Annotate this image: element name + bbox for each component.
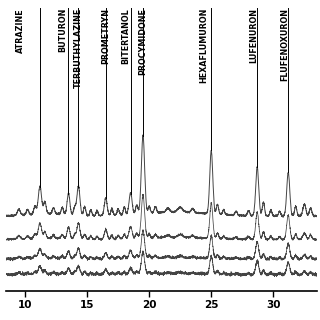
- Text: HEXAFLUMURON: HEXAFLUMURON: [199, 8, 208, 84]
- Text: BUTURON: BUTURON: [58, 8, 67, 52]
- Text: PROCYMIDONE: PROCYMIDONE: [139, 8, 148, 75]
- Text: LUFENURON: LUFENURON: [249, 8, 258, 63]
- Text: BITERTANOL: BITERTANOL: [121, 8, 130, 64]
- Text: PROMETRYN: PROMETRYN: [101, 8, 110, 64]
- Text: ATRAZINE: ATRAZINE: [16, 8, 25, 53]
- Text: TERBUTHYLAZINE: TERBUTHYLAZINE: [74, 8, 83, 88]
- Text: FLUFENOXURON: FLUFENOXURON: [280, 8, 289, 81]
